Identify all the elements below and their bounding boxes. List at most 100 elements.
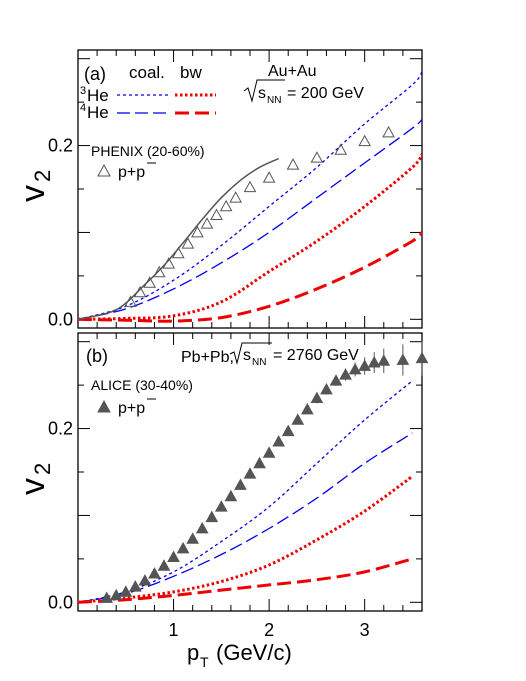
panel-a-data-legend: p+p [97,162,156,181]
data-point [152,265,166,278]
data-point [377,354,391,366]
data-point [310,391,324,404]
panel-b-points [100,340,429,603]
data-point [200,217,214,229]
panel-a-data-label: PHENIX (20-60%) [91,143,205,159]
data-point [133,285,147,298]
data-point [186,532,200,544]
filled-triangle-icon [97,399,111,413]
data-point [382,126,395,138]
legend-4he-mass: 4 [80,102,86,114]
data-point [358,134,372,147]
data-point [143,276,157,288]
data-point [205,510,219,523]
series-line [77,557,413,604]
data-point [396,353,410,365]
panel-a-points [124,126,395,307]
panel-a-species: p+p [118,164,145,181]
data-point [253,456,266,469]
series-line [77,153,424,321]
sqrt-sign [243,79,285,103]
series-line [77,432,413,603]
data-point [358,359,372,371]
series-line [77,71,423,320]
panel-a-ylabel-sub: 2 [30,170,55,182]
y-tick-label: 0.2 [48,136,73,156]
legend-row-4he: 4 He [80,102,216,122]
panel-b-xlabel: p T (GeV/c) [187,640,292,670]
data-point [219,199,233,212]
y-tick-label: 0.0 [48,592,73,612]
panel-a-label: (a) [84,64,106,84]
data-point [262,171,276,183]
x-tick-label: 3 [360,620,370,640]
legend-4he-label: He [87,103,109,122]
y-tick-label: 0.0 [48,309,73,329]
panel-a: 0.0 0.2 (a) coal. bw 3 He 4 He Au+Au s NN… [14,49,424,329]
panel-a-curves [77,71,424,323]
panel-b-ylabel-v: v [14,478,52,495]
legend-3he-mass: 3 [80,85,86,97]
energy-subscript: NN [267,95,281,106]
legend-header-coal: coal. [129,63,165,82]
data-point [272,435,286,447]
sqrt-sign-b [229,342,272,365]
series-line [77,119,423,320]
data-point [243,180,257,193]
data-point [224,489,238,502]
legend-row-3he: 3 He [80,85,216,105]
data-point [214,500,228,512]
data-point [320,382,333,395]
data-point [167,550,180,563]
legend-header-bw: bw [180,63,202,82]
panel-b-data-legend: p+p [97,398,156,417]
data-point [128,580,142,592]
energy-value: = 200 GeV [287,85,364,102]
data-point [329,374,343,386]
panel-a-system: Au+Au [268,63,316,80]
xlabel-symbol: p [187,640,199,665]
data-point [281,424,295,437]
data-point [176,541,190,554]
energy-value-b: = 2760 GeV [273,347,359,364]
panel-b-data-label: ALICE (30-40%) [91,377,193,393]
panel-b-system: Pb+Pb, [181,349,234,366]
data-point [229,191,243,203]
series-line [77,157,280,321]
data-point [367,356,381,368]
data-point [100,591,114,603]
data-point [262,446,276,458]
data-point [291,413,305,425]
data-point [162,257,176,269]
panel-a-ylabel-v: v [14,185,52,202]
data-point [234,478,247,490]
data-point [138,574,152,586]
data-point [148,567,161,579]
panel-b-label: (b) [86,346,108,366]
xlabel-units: (GeV/c) [216,640,292,665]
series-line [77,231,424,323]
data-point [157,559,171,571]
data-point [195,521,209,534]
data-point [286,158,300,170]
data-point [348,362,362,375]
data-point [243,467,257,479]
data-point [334,143,348,155]
open-triangle-icon [97,163,111,177]
data-point [415,351,429,364]
data-point [191,225,204,238]
series-line [77,475,414,604]
panel-b-species: p+p [118,400,145,417]
data-point [210,208,223,220]
x-tick-label: 1 [169,620,179,640]
data-point [119,585,133,597]
data-point [171,246,185,259]
panel-a-ylabel: v 2 [14,170,55,202]
panel-b: 1 2 3 0.0 0.2 (b) Pb+Pb, s NN = 2760 GeV ALI… [14,332,429,670]
data-point [109,588,123,601]
xlabel-sub: T [200,654,209,670]
data-point [181,237,195,249]
data-point [310,151,324,163]
panel-b-ylabel-sub: 2 [30,463,55,475]
